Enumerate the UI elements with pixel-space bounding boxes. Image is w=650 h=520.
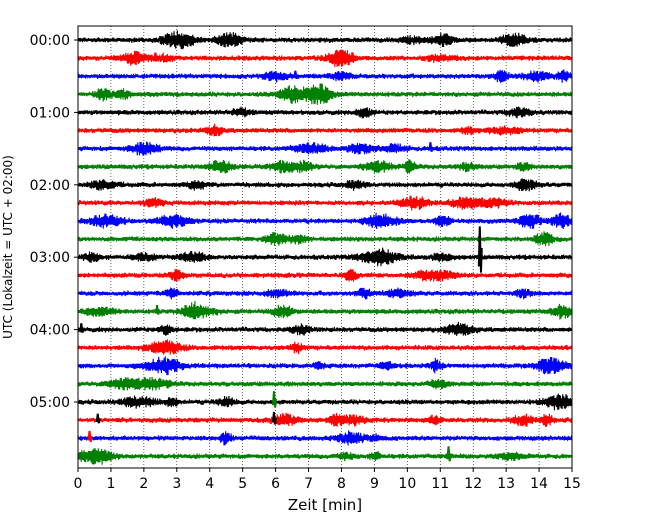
trace-row-3 bbox=[77, 83, 573, 105]
trace-row-23 bbox=[77, 448, 573, 465]
y-tick-label-1: 01:00 bbox=[30, 105, 70, 121]
trace-row-12 bbox=[77, 247, 573, 267]
trace-row-14 bbox=[77, 287, 573, 300]
y-axis: 00:00 01:00 02:00 03:00 04:00 05:00 bbox=[30, 33, 78, 411]
x-tick-label-0: 0 bbox=[74, 476, 83, 492]
x-axis: 0 1 2 3 4 5 6 7 8 9 10 11 12 13 14 15 bbox=[74, 468, 581, 492]
spike-1 bbox=[271, 391, 277, 408]
trace-row-5 bbox=[77, 123, 573, 137]
trace-row-13 bbox=[77, 268, 573, 282]
spike-8 bbox=[428, 142, 434, 152]
x-tick-label-6: 6 bbox=[271, 476, 280, 492]
trace-row-16 bbox=[77, 321, 573, 336]
spike-5 bbox=[123, 377, 129, 388]
y-axis-label: UTC (Lokalzeit = UTC + 02:00) bbox=[1, 155, 15, 339]
x-tick-label-15: 15 bbox=[563, 476, 581, 492]
x-tick-label-13: 13 bbox=[497, 476, 515, 492]
spike-10 bbox=[293, 70, 299, 80]
trace-row-8 bbox=[77, 178, 573, 192]
y-tick-label-5: 05:00 bbox=[30, 395, 70, 411]
trace-row-4 bbox=[77, 106, 573, 119]
x-tick-label-1: 1 bbox=[106, 476, 115, 492]
trace-row-15 bbox=[77, 301, 573, 320]
spike-4 bbox=[87, 430, 93, 442]
trace-row-21 bbox=[77, 412, 573, 427]
trace-row-18 bbox=[77, 356, 573, 376]
spike-3 bbox=[446, 446, 452, 462]
trace-row-11 bbox=[77, 231, 573, 247]
spike-11 bbox=[79, 323, 85, 333]
trace-row-10 bbox=[77, 212, 573, 230]
x-tick-label-10: 10 bbox=[398, 476, 416, 492]
spike-0 bbox=[477, 226, 483, 273]
spike-6 bbox=[95, 413, 101, 424]
x-tick-label-12: 12 bbox=[464, 476, 482, 492]
trace-row-1 bbox=[77, 49, 573, 68]
trace-row-7 bbox=[77, 158, 573, 174]
x-tick-label-9: 9 bbox=[370, 476, 379, 492]
y-tick-label-2: 02:00 bbox=[30, 178, 70, 194]
trace-row-22 bbox=[77, 430, 573, 446]
y-tick-label-3: 03:00 bbox=[30, 250, 70, 266]
trace-row-2 bbox=[77, 69, 573, 83]
x-tick-label-11: 11 bbox=[431, 476, 449, 492]
x-tick-label-2: 2 bbox=[139, 476, 148, 492]
y-tick-label-4: 04:00 bbox=[30, 323, 70, 339]
trace-row-17 bbox=[77, 339, 573, 355]
x-tick-label-7: 7 bbox=[304, 476, 313, 492]
x-tick-label-4: 4 bbox=[205, 476, 214, 492]
x-tick-label-14: 14 bbox=[530, 476, 548, 492]
trace-row-6 bbox=[77, 141, 573, 156]
plot-frame bbox=[77, 25, 573, 469]
trace-row-19 bbox=[77, 376, 573, 391]
x-tick-label-5: 5 bbox=[238, 476, 247, 492]
x-tick-label-8: 8 bbox=[337, 476, 346, 492]
spike-7 bbox=[155, 305, 161, 315]
spike-9 bbox=[153, 52, 159, 61]
trace-row-9 bbox=[77, 195, 573, 211]
x-tick-label-3: 3 bbox=[172, 476, 181, 492]
trace-row-0 bbox=[77, 30, 573, 50]
x-axis-label: Zeit [min] bbox=[288, 496, 362, 514]
spike-2 bbox=[271, 411, 277, 425]
trace-row-20 bbox=[77, 393, 573, 411]
trace-group bbox=[77, 30, 573, 465]
y-tick-label-0: 00:00 bbox=[30, 33, 70, 49]
